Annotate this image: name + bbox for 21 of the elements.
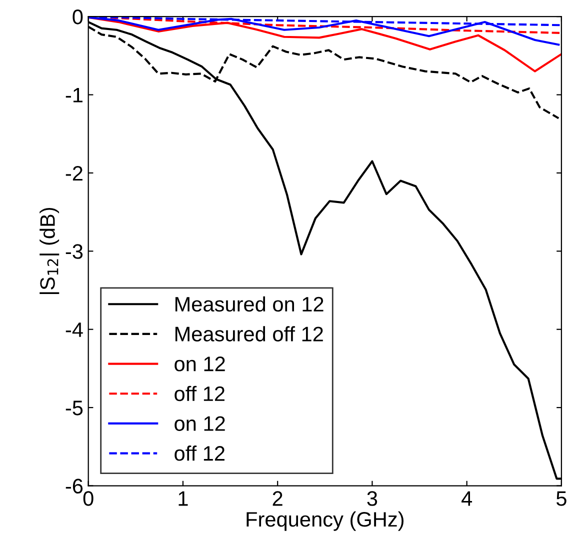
legend-label: off 12 <box>174 386 224 402</box>
x-tick-label: 3 <box>367 491 378 506</box>
y-tick-label: -5 <box>66 400 83 416</box>
legend-label: Measured off 12 <box>175 326 323 342</box>
legend-label: Measured on 12 <box>175 296 324 312</box>
legend-label: off 12 <box>174 446 224 461</box>
y-tick-label: 0 <box>72 10 83 24</box>
x-tick-label: 1 <box>178 491 188 506</box>
x-axis-title: Frequency (GHz) <box>246 511 404 531</box>
x-tick-label: 5 <box>556 491 566 506</box>
y-tick-label: -6 <box>66 478 83 494</box>
x-tick-label: 2 <box>272 491 282 506</box>
x-tick-label: 0 <box>83 491 94 506</box>
legend-label: on 12 <box>174 416 225 431</box>
legend-label: on 12 <box>174 356 225 372</box>
y-tick-label: -1 <box>66 88 82 102</box>
y-tick-label: -3 <box>66 244 83 259</box>
y-axis-title: |S$_{12}$| (dB) <box>40 208 60 294</box>
x-tick-label: 4 <box>462 491 472 506</box>
y-tick-label: -2 <box>66 166 82 181</box>
y-tick-label: -4 <box>66 322 83 337</box>
